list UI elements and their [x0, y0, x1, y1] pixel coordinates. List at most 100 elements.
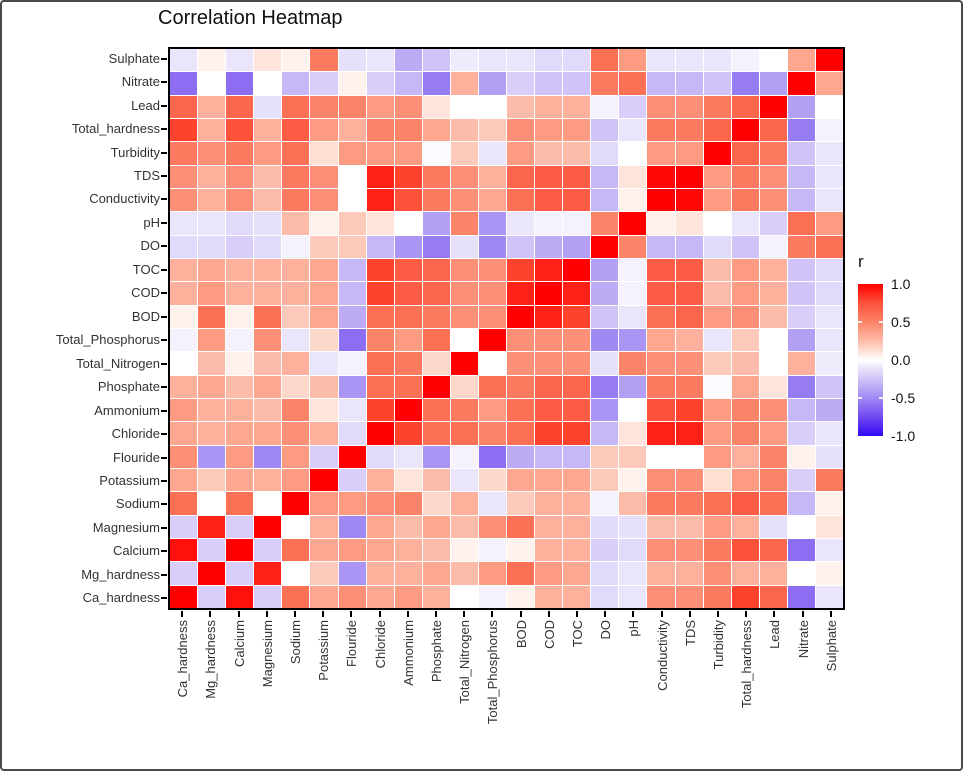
heatmap-cell: [366, 119, 394, 142]
y-axis-tick: [161, 597, 167, 600]
heatmap-cell: [310, 95, 338, 118]
heatmap-cell: [815, 305, 843, 328]
heatmap-cell: [731, 329, 759, 352]
heatmap-cell: [310, 305, 338, 328]
heatmap-cell: [198, 305, 226, 328]
heatmap-cell: [310, 259, 338, 282]
heatmap-cell: [478, 515, 506, 538]
y-axis-label: Phosphate: [97, 379, 160, 395]
heatmap-cell: [507, 235, 535, 258]
x-axis-label: TDS: [682, 620, 698, 646]
y-axis-tick: [161, 526, 167, 529]
heatmap-cell: [170, 212, 198, 235]
heatmap-cell: [787, 352, 815, 375]
heatmap-cell: [338, 49, 366, 72]
heatmap-cell: [198, 492, 226, 515]
heatmap-cell: [170, 142, 198, 165]
x-axis-label: Chloride: [372, 620, 388, 669]
heatmap-cell: [759, 95, 787, 118]
heatmap-cell: [787, 539, 815, 562]
heatmap-cell: [366, 492, 394, 515]
heatmap-cell: [394, 399, 422, 422]
heatmap-cell: [647, 539, 675, 562]
heatmap-cell: [226, 49, 254, 72]
heatmap-cell: [366, 49, 394, 72]
heatmap-cell: [675, 72, 703, 95]
heatmap-cell: [198, 165, 226, 188]
heatmap-cell: [282, 49, 310, 72]
heatmap-cell: [703, 95, 731, 118]
heatmap-cell: [535, 212, 563, 235]
heatmap-cell: [198, 259, 226, 282]
heatmap-cell: [507, 189, 535, 212]
heatmap-cell: [759, 235, 787, 258]
heatmap-cell: [366, 399, 394, 422]
heatmap-cell: [394, 119, 422, 142]
heatmap-cell: [591, 165, 619, 188]
heatmap-cell: [535, 399, 563, 422]
heatmap-cell: [787, 422, 815, 445]
y-axis-tick: [161, 81, 167, 84]
legend-tick-label: 1.0: [891, 276, 911, 292]
legend-colorbar: [858, 284, 883, 436]
heatmap-cell: [535, 305, 563, 328]
heatmap-cell: [394, 539, 422, 562]
heatmap-cell: [170, 375, 198, 398]
heatmap-cell: [282, 165, 310, 188]
heatmap-cell: [563, 562, 591, 585]
heatmap-cell: [310, 282, 338, 305]
heatmap-cell: [759, 165, 787, 188]
heatmap-cell: [787, 329, 815, 352]
heatmap-cell: [226, 165, 254, 188]
heatmap-cell: [478, 375, 506, 398]
heatmap-cell: [450, 422, 478, 445]
heatmap-cell: [619, 95, 647, 118]
heatmap-cell: [226, 329, 254, 352]
x-axis-label: Mg_hardness: [203, 620, 219, 699]
heatmap-cell: [647, 329, 675, 352]
heatmap-cell: [647, 282, 675, 305]
heatmap-cell: [226, 585, 254, 608]
heatmap-cell: [591, 422, 619, 445]
heatmap-cell: [254, 235, 282, 258]
heatmap-cell: [310, 585, 338, 608]
heatmap-cell: [703, 375, 731, 398]
x-axis-label: Flouride: [344, 620, 360, 667]
heatmap-cell: [422, 119, 450, 142]
heatmap-cell: [170, 492, 198, 515]
heatmap-cell: [282, 72, 310, 95]
x-axis-label: TOC: [570, 620, 586, 648]
heatmap-cell: [170, 539, 198, 562]
legend-tick: [879, 359, 883, 361]
heatmap-cell: [394, 515, 422, 538]
heatmap-cell: [254, 492, 282, 515]
heatmap-cell: [815, 189, 843, 212]
heatmap-cell: [731, 189, 759, 212]
heatmap-cell: [366, 422, 394, 445]
y-axis-tick: [161, 386, 167, 389]
heatmap-cell: [226, 282, 254, 305]
heatmap-cell: [310, 515, 338, 538]
heatmap-cell: [478, 422, 506, 445]
x-axis-label: Phosphate: [428, 620, 444, 683]
y-axis-label: Flouride: [113, 449, 160, 465]
heatmap-cell: [422, 189, 450, 212]
heatmap-cell: [535, 352, 563, 375]
heatmap-cell: [563, 212, 591, 235]
heatmap-cell: [507, 515, 535, 538]
x-axis-label: Nitrate: [795, 620, 811, 659]
heatmap-cell: [422, 539, 450, 562]
heatmap-cell: [815, 375, 843, 398]
heatmap-cell: [619, 399, 647, 422]
heatmap-cell: [591, 49, 619, 72]
heatmap-cell: [450, 282, 478, 305]
heatmap-cell: [366, 562, 394, 585]
heatmap-cell: [703, 492, 731, 515]
heatmap-cell: [731, 142, 759, 165]
heatmap-cell: [675, 492, 703, 515]
heatmap-cell: [815, 352, 843, 375]
heatmap-cell: [815, 235, 843, 258]
heatmap-cell: [338, 515, 366, 538]
legend-tick-label: -0.5: [891, 390, 916, 406]
heatmap-cell: [619, 235, 647, 258]
